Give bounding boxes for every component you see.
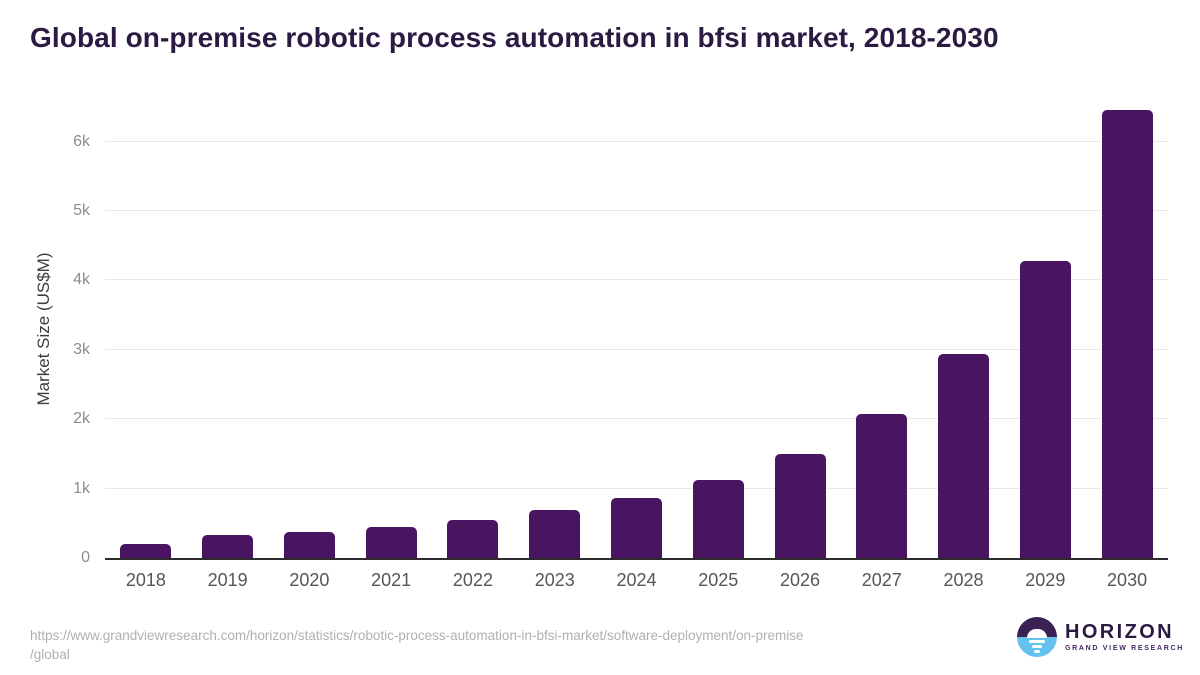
bar-slot-2022 [432,100,514,558]
horizon-logo: HORIZON GRAND VIEW RESEARCH [1017,617,1184,657]
bar-2026 [774,453,826,558]
bar-slot-2024 [596,100,678,558]
x-tick-2020: 2020 [289,570,330,590]
logo-subtitle: GRAND VIEW RESEARCH [1065,645,1185,652]
bar-slot-2018 [105,100,187,558]
bar-2019 [202,535,254,558]
bar-2021 [365,526,417,558]
bar-2018 [120,544,172,558]
horizon-stripe-icon [1031,645,1043,649]
sun-icon [1027,628,1047,639]
y-tick-0: 0 [81,549,90,566]
bar-slot-2023 [514,100,596,558]
bar-2029 [1019,260,1071,558]
bar-2020 [283,531,335,558]
x-tick-2024: 2024 [616,570,657,590]
bar-2025 [692,480,744,558]
x-axis-labels: 2018 2019 2020 2021 2022 2023 2024 2025 2026 2027… [105,570,1168,591]
bar-2022 [447,519,499,558]
x-tick-2021: 2021 [371,570,412,590]
bar-slot-2020 [269,100,351,558]
bar-slot-2026 [759,100,841,558]
x-tick-2030: 2030 [1107,570,1148,590]
plot-area [105,100,1168,560]
bar-slot-2019 [187,100,269,558]
bar-2024 [610,498,662,558]
bar-slot-2029 [1004,100,1086,558]
gridline-1k [105,487,1168,489]
logo-title: HORIZON [1065,621,1175,643]
y-tick-5k: 5k [73,202,90,220]
bars-row [105,100,1168,558]
bar-slot-2021 [350,100,432,558]
bar-slot-2030 [1086,100,1168,558]
gridline-2k [105,418,1168,420]
y-tick-1k: 1k [73,479,90,497]
y-tick-4k: 4k [73,271,90,289]
y-axis-ticks: 0 1k 2k 3k 4k 5k 6k [0,100,90,566]
bar-2023 [529,510,581,558]
horizon-logo-icon [1017,617,1057,657]
x-tick-2027: 2027 [861,570,902,590]
y-tick-6k: 6k [73,132,90,150]
horizon-stripe-icon [1034,649,1040,653]
horizon-stripe-icon [1029,640,1045,644]
gridline-3k [105,348,1168,350]
source-url-line1: https://www.grandviewresearch.com/horizo… [30,628,804,643]
bar-slot-2028 [923,100,1005,558]
x-tick-2026: 2026 [779,570,821,590]
bar-slot-2027 [841,100,923,558]
x-tick-2028: 2028 [943,570,984,590]
y-tick-3k: 3k [73,340,90,358]
source-url-line2: /global [30,647,70,662]
x-tick-2025: 2025 [698,570,739,590]
y-tick-2k: 2k [73,410,90,428]
logo-text: HORIZON GRAND VIEW RESEARCH [1065,622,1184,652]
bar-slot-2025 [677,100,759,558]
source-url: https://www.grandviewresearch.com/horizo… [30,626,960,664]
bar-2030 [1101,110,1153,558]
x-tick-2022: 2022 [452,570,493,590]
x-tick-2023: 2023 [534,570,575,590]
x-tick-2018: 2018 [125,570,166,590]
gridline-4k [105,279,1168,281]
x-tick-2029: 2029 [1025,570,1066,590]
x-tick-2019: 2019 [207,570,248,590]
gridline-5k [105,210,1168,212]
gridline-6k [105,140,1168,142]
chart-title: Global on-premise robotic process automa… [30,22,999,53]
bar-2027 [856,413,908,558]
bar-2028 [938,353,990,558]
